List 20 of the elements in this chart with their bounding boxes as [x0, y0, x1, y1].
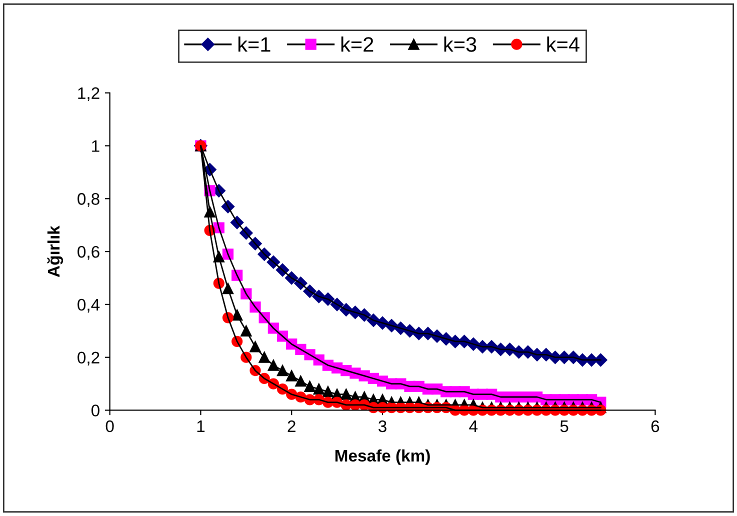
x-tick-label: 3	[378, 420, 386, 432]
y-axis-title: Ağırlık	[47, 226, 64, 278]
legend-label: k=2	[341, 36, 374, 52]
y-tick-label: 0	[91, 404, 100, 416]
y-tick-label: 1,2	[78, 87, 100, 102]
y-tick-label: 0,2	[78, 352, 100, 366]
x-axis-title: Mesafe (km)	[335, 449, 430, 465]
y-tick-label: 0,8	[78, 193, 100, 207]
x-tick-label: 4	[469, 420, 478, 432]
x-tick-label: 2	[288, 420, 296, 432]
legend-label: k=1	[238, 36, 270, 52]
x-tick-label: 0	[106, 420, 114, 432]
x-tick-label: 1	[197, 420, 205, 432]
x-tick-label: 5	[560, 420, 568, 432]
x-tick-label: 6	[651, 420, 660, 432]
legend-label: k=4	[547, 36, 580, 52]
y-tick-label: 0,4	[78, 298, 100, 313]
legend-label: k=3	[444, 36, 476, 52]
y-tick-label: 0,6	[78, 246, 100, 260]
y-tick-label: 1	[92, 140, 100, 152]
